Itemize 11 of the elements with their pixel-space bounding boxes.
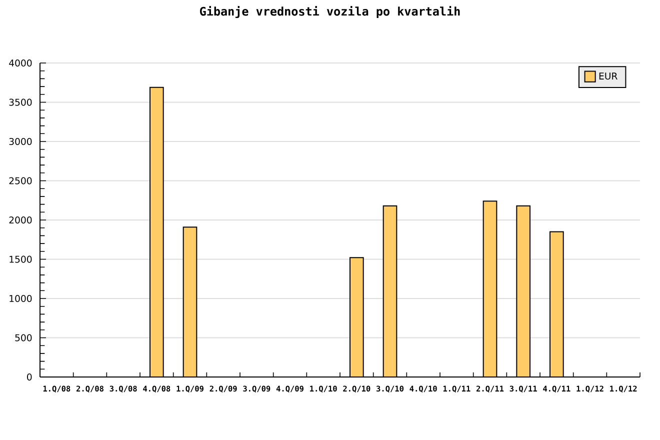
y-tick-label: 0 <box>27 373 32 381</box>
legend-label: EUR <box>599 72 618 80</box>
y-tick-label: 1500 <box>10 256 32 263</box>
y-tick-label: 2500 <box>9 177 32 184</box>
y-tick-label: 3500 <box>9 98 32 106</box>
y-tick-label: 500 <box>15 334 32 342</box>
y-tick-label: 1000 <box>10 294 32 302</box>
chart-title: Gibanje vrednosti vozila po kvartalih <box>200 6 460 18</box>
y-tick-label: 4000 <box>9 59 32 67</box>
y-tick-label: 3000 <box>9 138 32 146</box>
y-tick-label: 2000 <box>9 216 32 224</box>
